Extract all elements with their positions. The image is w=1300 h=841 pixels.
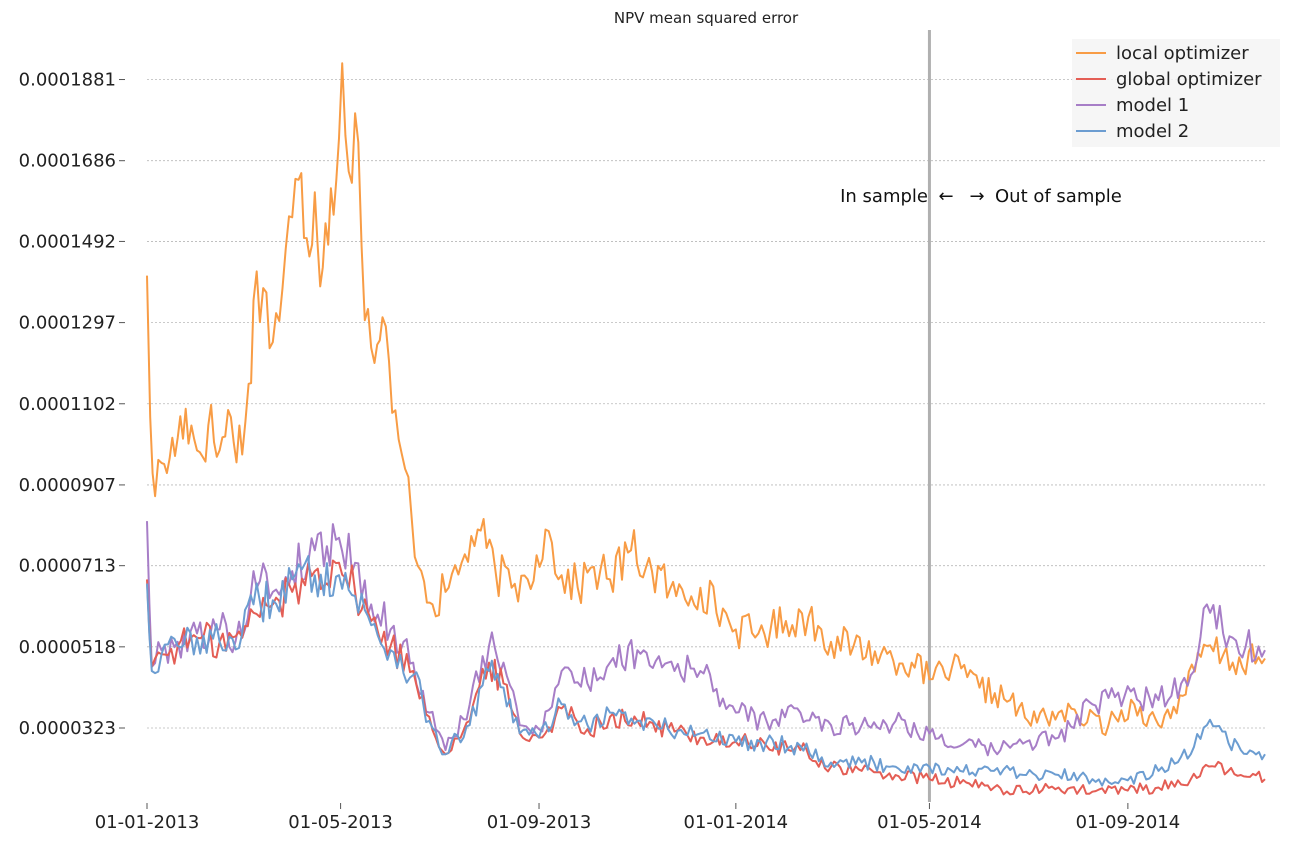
out-of-sample-label: Out of sample — [995, 186, 1122, 207]
x-tick-label: 01-09-2013 — [487, 812, 592, 833]
sample-annotation: In sample ← → Out of sample — [840, 186, 1122, 207]
right-arrow-icon: → — [969, 186, 984, 207]
y-tick-label: 0.0001102 — [19, 394, 116, 415]
y-tick-label: 0.0001492 — [19, 231, 116, 252]
in-sample-label: In sample — [840, 186, 928, 207]
series-line-global-optimizer — [146, 559, 1266, 796]
x-tick-label: 01-09-2014 — [1076, 812, 1181, 833]
series-line-model-1 — [146, 521, 1266, 757]
legend-label: local optimizer — [1116, 43, 1249, 64]
y-tick-label: 0.0001686 — [19, 151, 116, 172]
chart-title: NPV mean squared error — [614, 9, 799, 27]
legend-label: model 1 — [1116, 95, 1189, 116]
series-lines — [146, 62, 1266, 796]
series-line-local-optimizer — [146, 62, 1266, 736]
y-tick-label: 0.0001297 — [19, 313, 116, 334]
y-tick-label: 0.0001881 — [19, 70, 116, 91]
x-tick-label: 01-01-2014 — [684, 812, 789, 833]
x-tick-label: 01-05-2013 — [288, 812, 393, 833]
left-arrow-icon: ← — [938, 186, 953, 207]
legend-box — [1072, 39, 1280, 147]
legend: local optimizer global optimizer model 1 mo… — [1072, 39, 1280, 147]
y-tick-label: 0.0000907 — [19, 475, 116, 496]
x-tick-label: 01-01-2013 — [95, 812, 200, 833]
y-tick-label: 0.0000323 — [19, 718, 116, 739]
legend-label: global optimizer — [1116, 69, 1262, 90]
grid-lines — [147, 79, 1265, 729]
y-tick-label: 0.0000518 — [19, 637, 116, 658]
legend-label: model 2 — [1116, 121, 1189, 142]
y-tick-label: 0.0000713 — [19, 556, 116, 577]
x-tick-label: 01-05-2014 — [877, 812, 982, 833]
series-line-model-2 — [146, 555, 1266, 787]
y-tick-labels: 0.0000323 0.0000518 0.0000713 0.0000907 0.00… — [19, 70, 125, 739]
x-tick-labels: 01-01-2013 01-05-2013 01-09-2013 01-01-2014… — [95, 803, 1180, 833]
